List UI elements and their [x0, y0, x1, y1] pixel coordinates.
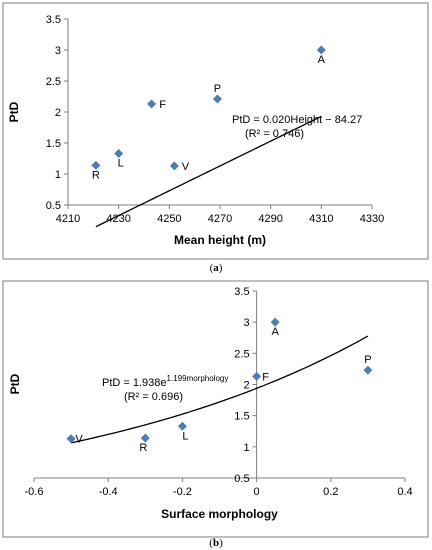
caption-b: (b) — [209, 537, 223, 549]
y-tick-label: 2.5 — [46, 76, 61, 88]
y-tick-label: 1.5 — [234, 411, 249, 423]
x-tick-label: -0.2 — [173, 486, 192, 498]
data-point-p — [363, 365, 373, 375]
point-label-l: L — [118, 158, 124, 170]
point-label-f: F — [262, 371, 269, 383]
x-tick-label: 4250 — [157, 213, 181, 225]
chart-a-svg: 0.5 1 1.5 2 2.5 3 3.5 4210 4230 4250 4270 4290 4310 4… — [2, 2, 429, 260]
chart-frame — [2, 2, 429, 260]
x-tick-label: -0.6 — [25, 486, 44, 498]
x-tick-label: 4290 — [258, 213, 282, 225]
point-label-a: A — [318, 54, 326, 66]
y-tick-label: 0.5 — [46, 200, 61, 212]
trendline — [95, 115, 322, 228]
point-label-r: R — [92, 169, 100, 181]
y-tick-label: 2.5 — [234, 348, 249, 360]
x-tick-label: 4330 — [360, 213, 384, 225]
trend-equation-exponent: 1.199morphology — [167, 374, 229, 383]
y-tick-label: 0.5 — [234, 473, 249, 485]
data-point-v — [66, 434, 76, 444]
y-tick-label: 3 — [243, 317, 249, 329]
x-tick-label: 4310 — [309, 213, 333, 225]
data-point-f — [252, 371, 262, 381]
x-tick-label: 4230 — [106, 213, 130, 225]
point-label-f: F — [159, 99, 166, 111]
y-tick-label: 3.5 — [234, 286, 249, 298]
y-tick-label: 1 — [243, 442, 249, 454]
x-tick-label: 4210 — [56, 213, 80, 225]
data-point-l — [177, 421, 187, 431]
r-squared: (R² = 0.696) — [124, 391, 183, 403]
point-label-v: V — [182, 161, 190, 173]
caption-b-label: b — [212, 537, 220, 549]
x-axis-label: Surface morphology — [161, 507, 278, 521]
y-tick-label: 2 — [55, 107, 61, 119]
chart-b-svg: 0.5 1 1.5 2 2.5 3 3.5 -0.6 -0.4 -0.2 0 0.2 0.4 Surfac… — [2, 280, 429, 538]
y-axis-label: PtD — [8, 373, 22, 394]
data-point-f — [147, 99, 157, 109]
data-point-v — [169, 161, 179, 171]
trend-equation: PtD = 0.020Height − 84.27 — [232, 114, 362, 126]
chart-frame — [2, 280, 429, 538]
point-label-p: P — [364, 354, 371, 366]
x-tick-label: 4270 — [208, 213, 232, 225]
trendline — [70, 335, 369, 444]
x-tick-label: -0.4 — [99, 486, 118, 498]
y-tick-label: 1 — [55, 169, 61, 181]
y-tick-label: 3.5 — [46, 14, 61, 26]
data-point-r — [140, 433, 150, 443]
caption-a-label: a — [213, 262, 219, 274]
y-tick-label: 2 — [243, 380, 249, 392]
point-label-p: P — [214, 83, 221, 95]
data-point-a — [270, 317, 280, 327]
chart-panel-b: 0.5 1 1.5 2 2.5 3 3.5 -0.6 -0.4 -0.2 0 0.2 0.4 Surfac… — [0, 278, 432, 540]
y-tick-label: 1.5 — [46, 138, 61, 150]
x-tick-label: 0.4 — [397, 486, 412, 498]
point-label-r: R — [139, 442, 147, 454]
chart-panel-a: 0.5 1 1.5 2 2.5 3 3.5 4210 4230 4250 4270 4290 4310 4… — [0, 0, 432, 262]
data-point-l — [114, 148, 124, 159]
data-point-a — [316, 45, 326, 55]
data-point-p — [212, 94, 223, 104]
trend-equation-base: PtD = 1.938e — [102, 377, 167, 389]
point-label-a: A — [271, 326, 279, 338]
data-point-r — [91, 160, 101, 170]
point-label-l: L — [182, 430, 188, 442]
x-tick-label: 0 — [254, 486, 260, 498]
caption-a: (a) — [209, 262, 223, 274]
y-tick-label: 3 — [55, 45, 61, 57]
r-squared: (R² = 0.746) — [245, 128, 304, 140]
x-axis-label: Mean height (m) — [174, 233, 266, 247]
point-label-v: V — [75, 434, 83, 446]
y-axis-label: PtD — [7, 101, 21, 122]
x-tick-label: 0.2 — [323, 486, 338, 498]
trend-equation: PtD = 1.938e1.199morphology — [102, 374, 228, 389]
